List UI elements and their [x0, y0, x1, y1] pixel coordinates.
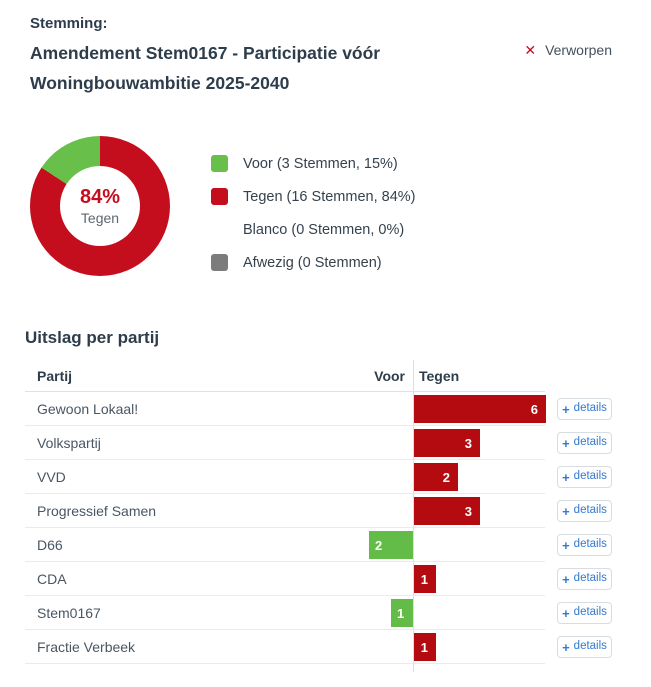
legend-label: Blanco (0 Stemmen, 0%) — [243, 221, 405, 238]
details-button[interactable]: + details — [557, 466, 612, 488]
party-name: VVD — [37, 468, 66, 485]
table-row: D66 2 + details — [25, 528, 612, 562]
vote-count: 3 — [464, 435, 472, 451]
chart-legend: Voor (3 Stemmen, 15%) Tegen (16 Stemmen,… — [211, 147, 415, 279]
vote-bar: 3 — [414, 429, 480, 457]
details-button[interactable]: + details — [557, 398, 612, 420]
results-table: Partij Voor Tegen Gewoon Lokaal! 6 + deta… — [25, 360, 637, 672]
vote-bar: 1 — [414, 565, 436, 593]
vote-count: 1 — [397, 605, 405, 621]
legend-item-blanco: Blanco (0 Stemmen, 0%) — [211, 213, 415, 246]
column-header-voor: Voor — [374, 368, 405, 384]
results-section-title: Uitslag per partij — [25, 328, 160, 347]
legend-swatch — [211, 188, 228, 205]
vote-count: 3 — [464, 503, 472, 519]
page-title-line-1: Amendement Stem0167 - Participatie vóór — [30, 43, 381, 63]
details-button[interactable]: + details — [557, 500, 612, 522]
plus-icon: + — [562, 401, 570, 417]
page-header: Stemming: Amendement Stem0167 - Particip… — [30, 15, 621, 98]
status-label: Verworpen — [545, 42, 612, 58]
table-row: Fractie Verbeek 1 + details — [25, 630, 612, 664]
status-badge: ✕ Verworpen — [524, 42, 612, 58]
vote-kicker: Stemming: — [30, 15, 108, 32]
party-name: Volkspartij — [37, 434, 101, 451]
party-name: Progressief Samen — [37, 502, 157, 519]
donut-center-label: Tegen — [80, 210, 120, 226]
table-header-row: Partij Voor Tegen — [25, 360, 545, 392]
vote-donut-chart: 84% Tegen — [30, 136, 170, 276]
legend-item-tegen: Tegen (16 Stemmen, 84%) — [211, 180, 415, 213]
party-name: CDA — [37, 570, 67, 587]
plus-icon: + — [562, 503, 570, 519]
vote-bar: 3 — [414, 497, 480, 525]
page-title-line-2: Woningbouwambitie 2025-2040 — [30, 73, 290, 93]
legend-label: Tegen (16 Stemmen, 84%) — [243, 188, 416, 205]
party-name: Gewoon Lokaal! — [37, 400, 139, 417]
column-header-tegen: Tegen — [419, 368, 460, 384]
plus-icon: + — [562, 639, 570, 655]
legend-label: Afwezig (0 Stemmen) — [243, 254, 382, 271]
plus-icon: + — [562, 571, 570, 587]
table-row: VVD 2 + details — [25, 460, 612, 494]
vote-count: 1 — [420, 571, 428, 587]
legend-swatch — [211, 155, 228, 172]
plus-icon: + — [562, 537, 570, 553]
legend-label: Voor (3 Stemmen, 15%) — [243, 155, 398, 172]
legend-item-voor: Voor (3 Stemmen, 15%) — [211, 147, 415, 180]
legend-swatch — [211, 254, 228, 271]
table-row: Gewoon Lokaal! 6 + details — [25, 392, 612, 426]
plus-icon: + — [562, 435, 570, 451]
vote-count: 6 — [530, 401, 538, 417]
vote-bar: 1 — [414, 633, 436, 661]
page-title: Amendement Stem0167 - Participatie vóór … — [30, 38, 500, 98]
plus-icon: + — [562, 469, 570, 485]
table-row: Volkspartij 3 + details — [25, 426, 612, 460]
vote-chart-section: 84% Tegen Voor (3 Stemmen, 15%) Tegen (1… — [30, 136, 415, 279]
vote-bar: 2 — [369, 531, 413, 559]
vote-count: 1 — [420, 639, 428, 655]
rejected-x-icon: ✕ — [524, 42, 537, 58]
party-name: Fractie Verbeek — [37, 638, 136, 655]
donut-percentage: 84% — [79, 186, 121, 208]
party-name: D66 — [37, 536, 63, 553]
vote-count: 2 — [442, 469, 450, 485]
vote-bar: 6 — [414, 395, 546, 423]
details-button[interactable]: + details — [557, 432, 612, 454]
party-name: Stem0167 — [37, 604, 101, 621]
details-button[interactable]: + details — [557, 534, 612, 556]
vote-count: 2 — [375, 537, 383, 553]
details-button[interactable]: + details — [557, 568, 612, 590]
table-row: Progressief Samen 3 + details — [25, 494, 612, 528]
details-button[interactable]: + details — [557, 602, 612, 624]
donut-center: 84% Tegen — [60, 166, 140, 246]
vote-bar: 1 — [391, 599, 413, 627]
table-row: Stem0167 1 + details — [25, 596, 612, 630]
table-row: CDA 1 + details — [25, 562, 612, 596]
plus-icon: + — [562, 605, 570, 621]
legend-item-afwezig: Afwezig (0 Stemmen) — [211, 246, 415, 279]
column-header-partij: Partij — [37, 368, 73, 384]
voor-tegen-divider — [413, 360, 414, 672]
details-button[interactable]: + details — [557, 636, 612, 658]
vote-bar: 2 — [414, 463, 458, 491]
